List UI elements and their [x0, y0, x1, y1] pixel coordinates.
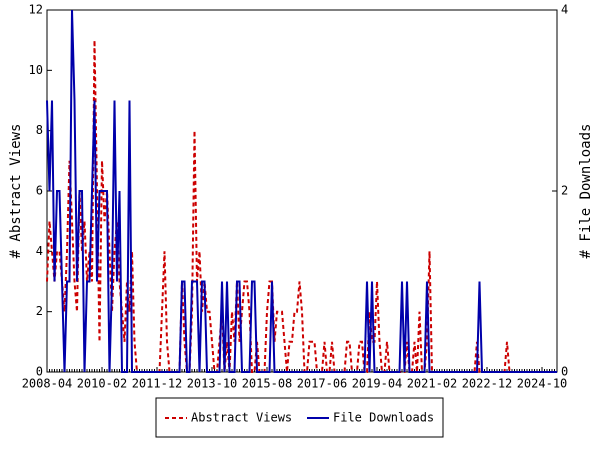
y2-tick-label: 2	[561, 184, 568, 198]
y2-tick-label: 0	[561, 365, 568, 379]
y2-axis-label: # File Downloads	[578, 124, 594, 259]
x-tick-label: 2022-12	[462, 377, 513, 391]
x-tick-label: 2021-02	[407, 377, 458, 391]
x-tick-label: 2010-02	[77, 377, 128, 391]
y-tick-label: 6	[36, 184, 43, 198]
y-tick-label: 12	[29, 3, 43, 17]
y2-tick-label: 4	[561, 3, 568, 17]
legend-box	[155, 397, 444, 438]
y-tick-label: 4	[36, 244, 43, 258]
x-tick-label: 2024-10	[517, 377, 568, 391]
x-tick-label: 2011-12	[132, 377, 183, 391]
y-tick-label: 0	[36, 365, 43, 379]
legend-label: Abstract Views	[191, 411, 292, 425]
y-axis-label: # Abstract Views	[8, 124, 24, 259]
x-tick-label: 2017-06	[297, 377, 348, 391]
y-tick-label: 10	[29, 63, 43, 77]
x-tick-label: 2015-08	[242, 377, 293, 391]
x-tick-label: 2008-04	[22, 377, 73, 391]
x-tick-label: 2019-04	[352, 377, 403, 391]
x-tick-label: 2013-10	[187, 377, 238, 391]
series-line	[46, 9, 557, 373]
y-tick-label: 2	[36, 304, 43, 318]
y-tick-label: 8	[36, 123, 43, 137]
legend-label: File Downloads	[333, 411, 434, 425]
